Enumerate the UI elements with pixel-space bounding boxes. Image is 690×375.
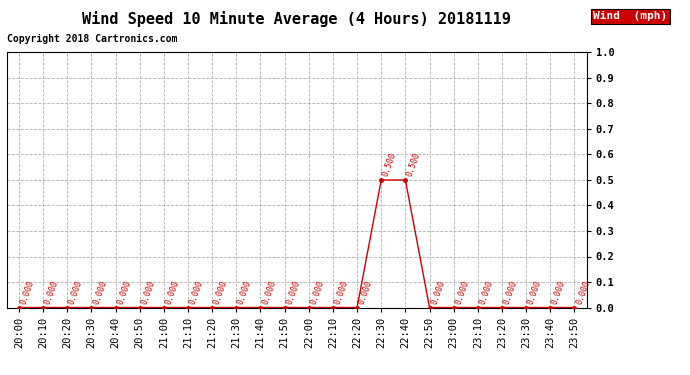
Text: 0.000: 0.000 [574, 279, 591, 306]
Text: Wind Speed 10 Minute Average (4 Hours) 20181119: Wind Speed 10 Minute Average (4 Hours) 2… [82, 11, 511, 27]
Text: 0.000: 0.000 [284, 279, 302, 306]
Text: 0.000: 0.000 [188, 279, 205, 306]
Text: 0.000: 0.000 [43, 279, 60, 306]
Text: 0.000: 0.000 [357, 279, 374, 306]
Text: 0.000: 0.000 [115, 279, 132, 306]
Text: 0.000: 0.000 [236, 279, 253, 306]
Text: 0.000: 0.000 [454, 279, 471, 306]
Text: 0.500: 0.500 [381, 152, 398, 178]
Text: 0.000: 0.000 [502, 279, 519, 306]
Text: 0.000: 0.000 [526, 279, 543, 306]
Text: 0.000: 0.000 [333, 279, 350, 306]
Text: 0.000: 0.000 [261, 279, 277, 306]
Text: Wind  (mph): Wind (mph) [593, 11, 668, 21]
Text: 0.000: 0.000 [429, 279, 446, 306]
Text: 0.000: 0.000 [551, 279, 567, 306]
Text: Copyright 2018 Cartronics.com: Copyright 2018 Cartronics.com [7, 34, 177, 44]
Text: 0.000: 0.000 [19, 279, 36, 306]
Text: 0.000: 0.000 [68, 279, 84, 306]
Text: 0.000: 0.000 [477, 279, 495, 306]
Text: 0.000: 0.000 [91, 279, 108, 306]
Text: 0.000: 0.000 [164, 279, 181, 306]
Text: 0.500: 0.500 [406, 152, 422, 178]
Text: 0.000: 0.000 [308, 279, 326, 306]
Text: 0.000: 0.000 [139, 279, 157, 306]
Text: 0.000: 0.000 [213, 279, 229, 306]
